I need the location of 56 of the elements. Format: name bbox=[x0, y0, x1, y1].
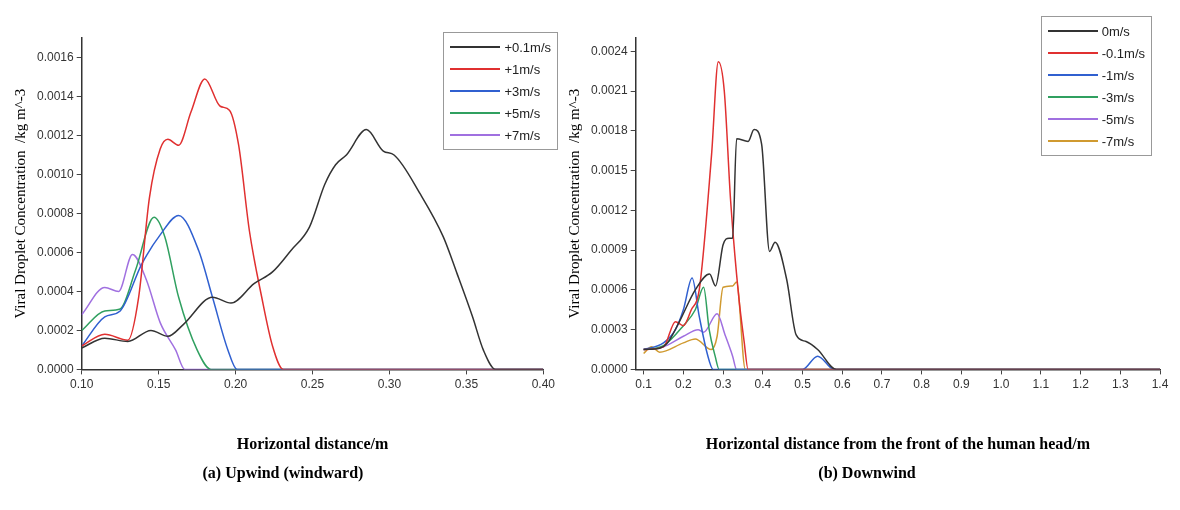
x-tick-label: 0.8 bbox=[913, 376, 931, 391]
text: (a) Upwind (windward) bbox=[202, 464, 364, 482]
legend-label: -3m/s bbox=[1101, 89, 1135, 105]
y-tick-label: 0.0000 bbox=[591, 361, 629, 376]
text: (b) Downwind bbox=[818, 464, 916, 482]
x-tick-label: 0.15 bbox=[146, 376, 171, 391]
legend-label: -1m/s bbox=[1101, 67, 1135, 83]
x-tick-label: 0.10 bbox=[70, 376, 94, 391]
x-tick-label: 0.1 bbox=[635, 376, 653, 391]
y-tick-label: 0.0003 bbox=[591, 321, 629, 336]
y-axis-title: Viral Droplet Concentration /kg m^-3 bbox=[565, 88, 582, 319]
x-tick-label: 0.6 bbox=[833, 376, 851, 391]
x-axis-title: Horizontal distance/m bbox=[236, 434, 389, 452]
y-tick-label: 0.0006 bbox=[37, 244, 75, 259]
x-tick-label: 0.7 bbox=[873, 376, 891, 391]
y-tick-label: 0.0014 bbox=[37, 88, 75, 103]
x-tick-label: 0.40 bbox=[531, 376, 556, 391]
y-tick-label: 0.0002 bbox=[37, 322, 75, 337]
y-tick-label: 0.0021 bbox=[591, 83, 629, 98]
x-tick-label: 1.0 bbox=[992, 376, 1010, 391]
y-tick-label: 0.0018 bbox=[591, 123, 629, 138]
y-tick-label: 0.0009 bbox=[591, 242, 629, 257]
legend-label: +1m/s bbox=[504, 61, 541, 77]
x-tick-label: 0.4 bbox=[754, 376, 772, 391]
y-tick-label: 0.0010 bbox=[37, 166, 75, 181]
x-tick-label: 0.35 bbox=[454, 376, 479, 391]
y-tick-label: 0.0006 bbox=[591, 282, 629, 297]
y-tick-label: 0.0012 bbox=[37, 127, 75, 142]
y-axis-title: Viral Droplet Concentration /kg m^-3 bbox=[11, 88, 28, 319]
y-tick-label: 0.0015 bbox=[591, 162, 629, 177]
y-tick-label: 0.0004 bbox=[37, 283, 75, 298]
x-axis-title: Horizontal distance from the front of the human head/m bbox=[705, 434, 1091, 452]
x-tick-label: 0.2 bbox=[675, 376, 693, 391]
y-tick-label: 0.0016 bbox=[37, 49, 75, 64]
y-tick-label: 0.0012 bbox=[591, 202, 629, 217]
x-tick-label: 1.4 bbox=[1151, 376, 1169, 391]
x-tick-label: 0.5 bbox=[794, 376, 812, 391]
legend-label: +3m/s bbox=[504, 83, 541, 99]
legend-label: +7m/s bbox=[504, 127, 541, 143]
x-tick-label: 0.9 bbox=[953, 376, 971, 391]
x-tick-label: 0.3 bbox=[714, 376, 732, 391]
legend-label: -5m/s bbox=[1101, 111, 1135, 127]
legend-label: +5m/s bbox=[504, 105, 541, 121]
legend-label: +0.1m/s bbox=[504, 39, 551, 55]
legend-label: 0m/s bbox=[1101, 23, 1130, 39]
x-tick-label: 0.20 bbox=[223, 376, 248, 391]
legend-label: -0.1m/s bbox=[1101, 45, 1145, 61]
y-tick-label: 0.0024 bbox=[591, 43, 629, 58]
x-tick-label: 1.2 bbox=[1072, 376, 1090, 391]
x-tick-label: 0.25 bbox=[300, 376, 325, 391]
x-tick-label: 1.3 bbox=[1111, 376, 1129, 391]
y-tick-label: 0.0000 bbox=[37, 361, 75, 376]
x-tick-label: 0.30 bbox=[377, 376, 402, 391]
x-tick-label: 1.1 bbox=[1032, 376, 1050, 391]
y-tick-label: 0.0008 bbox=[37, 205, 75, 220]
legend-label: -7m/s bbox=[1101, 133, 1135, 149]
